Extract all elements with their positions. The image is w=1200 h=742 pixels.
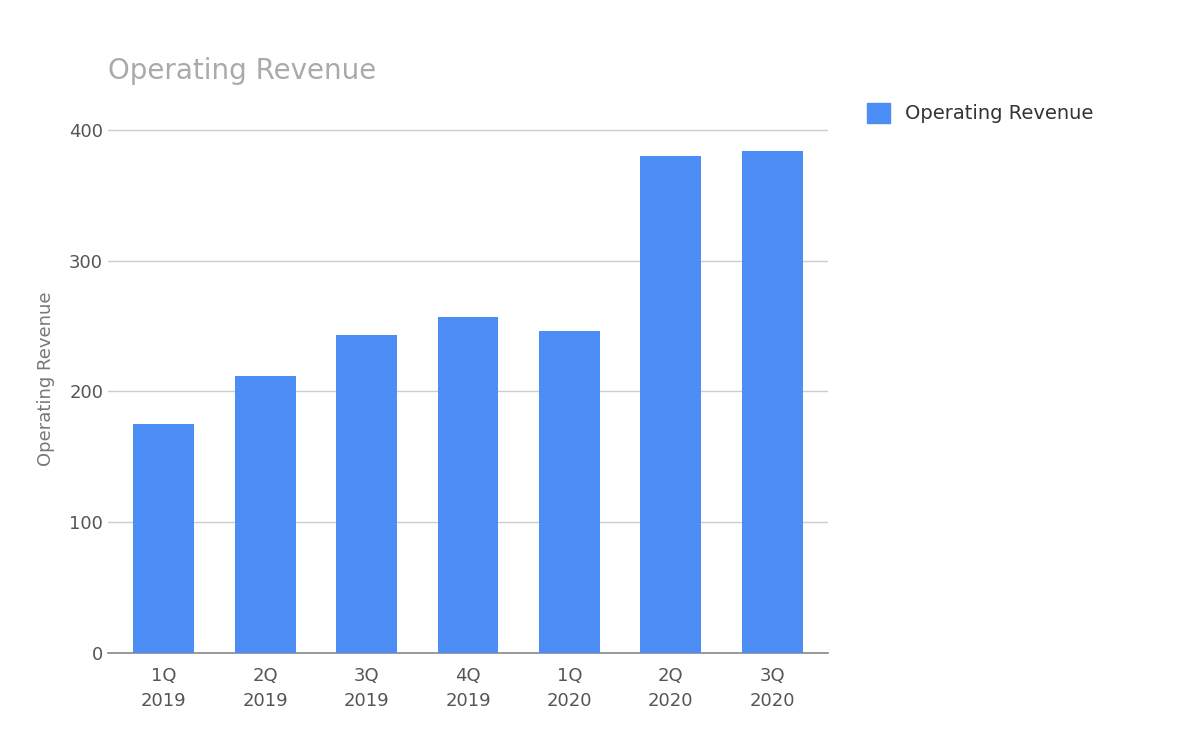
Legend: Operating Revenue: Operating Revenue bbox=[866, 102, 1093, 123]
Bar bbox=[336, 335, 397, 653]
Bar bbox=[235, 375, 295, 653]
Bar bbox=[641, 156, 701, 653]
Bar bbox=[539, 332, 600, 653]
Bar bbox=[133, 424, 194, 653]
Text: Operating Revenue: Operating Revenue bbox=[108, 57, 377, 85]
Y-axis label: Operating Revenue: Operating Revenue bbox=[37, 291, 55, 466]
Bar bbox=[742, 151, 803, 653]
Bar bbox=[438, 317, 498, 653]
